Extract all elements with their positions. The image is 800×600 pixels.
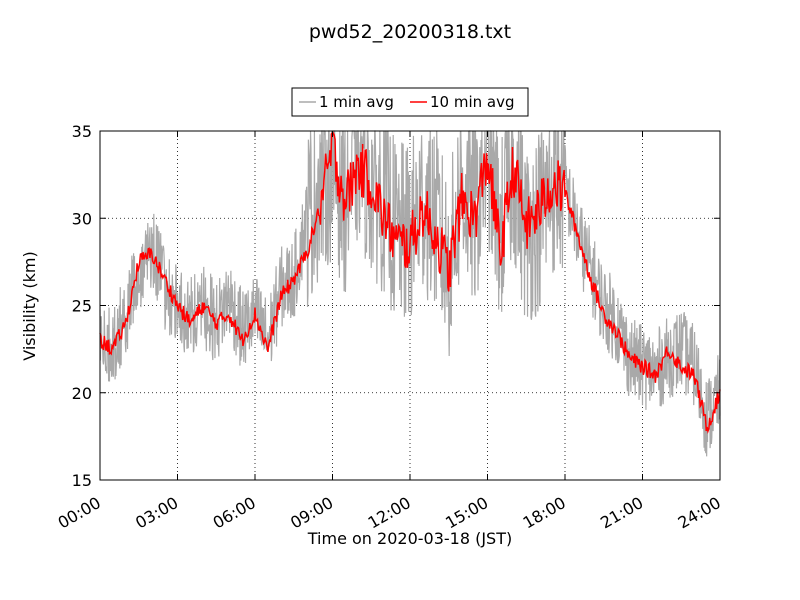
x-axis-label: Time on 2020-03-18 (JST): [307, 529, 512, 548]
series-10min-line: [99, 131, 721, 434]
legend: 1 min avg 10 min avg: [291, 87, 529, 117]
y-tick-label: 30: [72, 209, 92, 228]
y-tick-label: 25: [72, 297, 92, 316]
chart-title: pwd52_20200318.txt: [309, 21, 511, 43]
y-tick-label: 20: [72, 384, 92, 403]
series-10min-group: [99, 131, 721, 434]
y-axis-ticks: 15 20 25 30 35: [72, 122, 720, 490]
legend-label-1min: 1 min avg: [319, 93, 394, 111]
y-axis-label: Visibility (km): [20, 251, 39, 360]
legend-label-10min: 10 min avg: [430, 93, 515, 111]
grid-lines: [100, 131, 720, 480]
y-tick-label: 35: [72, 122, 92, 141]
y-tick-label: 15: [72, 471, 92, 490]
